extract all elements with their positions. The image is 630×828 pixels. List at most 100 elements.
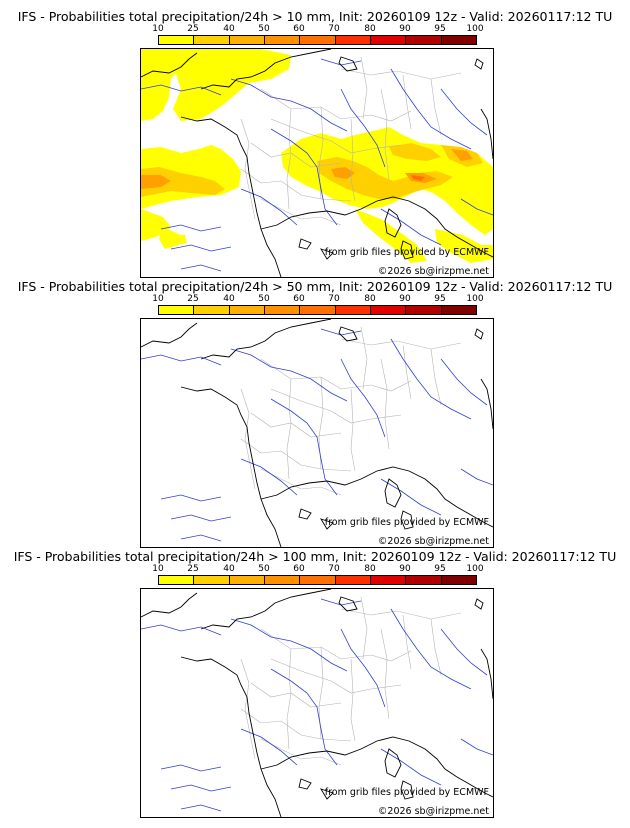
colorbar-tick: 100 <box>466 294 484 304</box>
precip-area-light <box>435 229 493 263</box>
map-panel-10mm: IFS - Probabilities total precipitation/… <box>0 0 630 278</box>
colorbar <box>158 305 477 315</box>
data-source-credit: from grib files provided by ECMWF <box>324 517 489 528</box>
colorbar-tick: 90 <box>399 564 411 574</box>
precip-area-peak <box>411 175 425 181</box>
probability-map: from grib files provided by ECMWF ©2026 … <box>140 318 494 548</box>
copyright-credit: ©2026 sb@irizpme.net <box>377 806 489 817</box>
colorbar <box>158 575 477 585</box>
colorbar-tick: 60 <box>293 564 305 574</box>
precip-area-mid <box>389 143 441 161</box>
precip-area-high <box>451 149 473 161</box>
colorbar-tick: 40 <box>223 294 235 304</box>
data-source-credit: from grib files provided by ECMWF <box>324 787 489 798</box>
colorbar-tick: 70 <box>328 294 340 304</box>
coastlines <box>141 589 493 817</box>
colorbar-swatch <box>406 576 442 584</box>
coastlines <box>141 319 493 547</box>
colorbar-tick: 80 <box>364 294 376 304</box>
colorbar-swatch <box>194 36 230 44</box>
colorbar <box>158 35 477 45</box>
region-boundaries <box>240 56 462 226</box>
colorbar-tick-labels: 10 25 40 50 60 70 80 90 95 100 <box>140 24 490 34</box>
precip-area-light <box>355 209 427 263</box>
colorbar-tick: 10 <box>152 294 164 304</box>
colorbar-tick: 90 <box>399 24 411 34</box>
colorbar-tick: 10 <box>152 564 164 574</box>
colorbar-tick: 40 <box>223 564 235 574</box>
colorbar-tick: 40 <box>223 24 235 34</box>
colorbar-tick: 80 <box>364 564 376 574</box>
map-canvas <box>141 319 493 547</box>
region-boundaries <box>240 596 462 766</box>
precip-field <box>141 49 493 263</box>
colorbar-swatch <box>335 306 371 314</box>
colorbar-tick: 60 <box>293 294 305 304</box>
colorbar-swatch <box>441 576 476 584</box>
colorbar-swatch <box>370 36 407 44</box>
colorbar-tick-labels: 10 25 40 50 60 70 80 90 95 100 <box>140 564 490 574</box>
colorbar-swatch <box>194 576 230 584</box>
panel-title: IFS - Probabilities total precipitation/… <box>17 279 613 294</box>
colorbar-tick: 90 <box>399 294 411 304</box>
precip-area-high <box>331 167 355 179</box>
panel-title: IFS - Probabilities total precipitation/… <box>13 549 617 564</box>
rivers <box>141 328 493 542</box>
panel-title: IFS - Probabilities total precipitation/… <box>17 9 613 24</box>
map-canvas <box>141 589 493 817</box>
colorbar-tick: 60 <box>293 24 305 34</box>
colorbar-swatch <box>159 576 195 584</box>
region-boundaries <box>240 326 462 496</box>
colorbar-tick: 10 <box>152 24 164 34</box>
colorbar-swatch <box>406 36 442 44</box>
precip-area-light <box>173 49 291 121</box>
colorbar-tick: 50 <box>258 294 270 304</box>
colorbar-swatch <box>441 36 476 44</box>
colorbar-tick: 100 <box>466 24 484 34</box>
colorbar-tick: 95 <box>434 564 446 574</box>
map-panel-50mm: IFS - Probabilities total precipitation/… <box>0 270 630 548</box>
colorbar-swatch <box>264 576 301 584</box>
colorbar-tick: 80 <box>364 24 376 34</box>
colorbar-tick-labels: 10 25 40 50 60 70 80 90 95 100 <box>140 294 490 304</box>
colorbar-swatch <box>370 576 407 584</box>
colorbar-swatch <box>229 36 265 44</box>
colorbar-tick: 70 <box>328 564 340 574</box>
colorbar-tick: 100 <box>466 564 484 574</box>
map-panel-100mm: IFS - Probabilities total precipitation/… <box>0 540 630 818</box>
colorbar-tick: 95 <box>434 24 446 34</box>
colorbar-tick: 95 <box>434 294 446 304</box>
colorbar-swatch <box>300 306 336 314</box>
colorbar-swatch <box>300 36 336 44</box>
colorbar-tick: 25 <box>187 294 199 304</box>
colorbar-swatch <box>335 576 371 584</box>
colorbar-swatch <box>300 576 336 584</box>
copyright-credit: ©2026 sb@irizpme.net <box>377 266 489 277</box>
precip-area-light <box>141 49 201 121</box>
colorbar-swatch <box>159 306 195 314</box>
colorbar-swatch <box>370 306 407 314</box>
colorbar-swatch <box>264 306 301 314</box>
colorbar-tick: 25 <box>187 24 199 34</box>
precip-area-high <box>141 175 171 189</box>
coastlines <box>141 49 493 277</box>
probability-map: from grib files provided by ECMWF ©2026 … <box>140 48 494 278</box>
map-canvas <box>141 49 493 277</box>
colorbar-swatch <box>335 36 371 44</box>
colorbar-tick: 50 <box>258 564 270 574</box>
colorbar-swatch <box>264 36 301 44</box>
colorbar-tick: 50 <box>258 24 270 34</box>
colorbar-swatch <box>159 36 195 44</box>
colorbar-tick: 70 <box>328 24 340 34</box>
colorbar-swatch <box>194 306 230 314</box>
colorbar-swatch <box>406 306 442 314</box>
probability-map: from grib files provided by ECMWF ©2026 … <box>140 588 494 818</box>
colorbar-tick: 25 <box>187 564 199 574</box>
rivers <box>141 598 493 812</box>
precip-area-mid <box>141 167 225 197</box>
copyright-credit: ©2026 sb@irizpme.net <box>377 536 489 547</box>
precip-area-mid <box>317 157 453 199</box>
colorbar-swatch <box>229 306 265 314</box>
colorbar-swatch <box>441 306 476 314</box>
precip-area-light <box>173 235 187 245</box>
